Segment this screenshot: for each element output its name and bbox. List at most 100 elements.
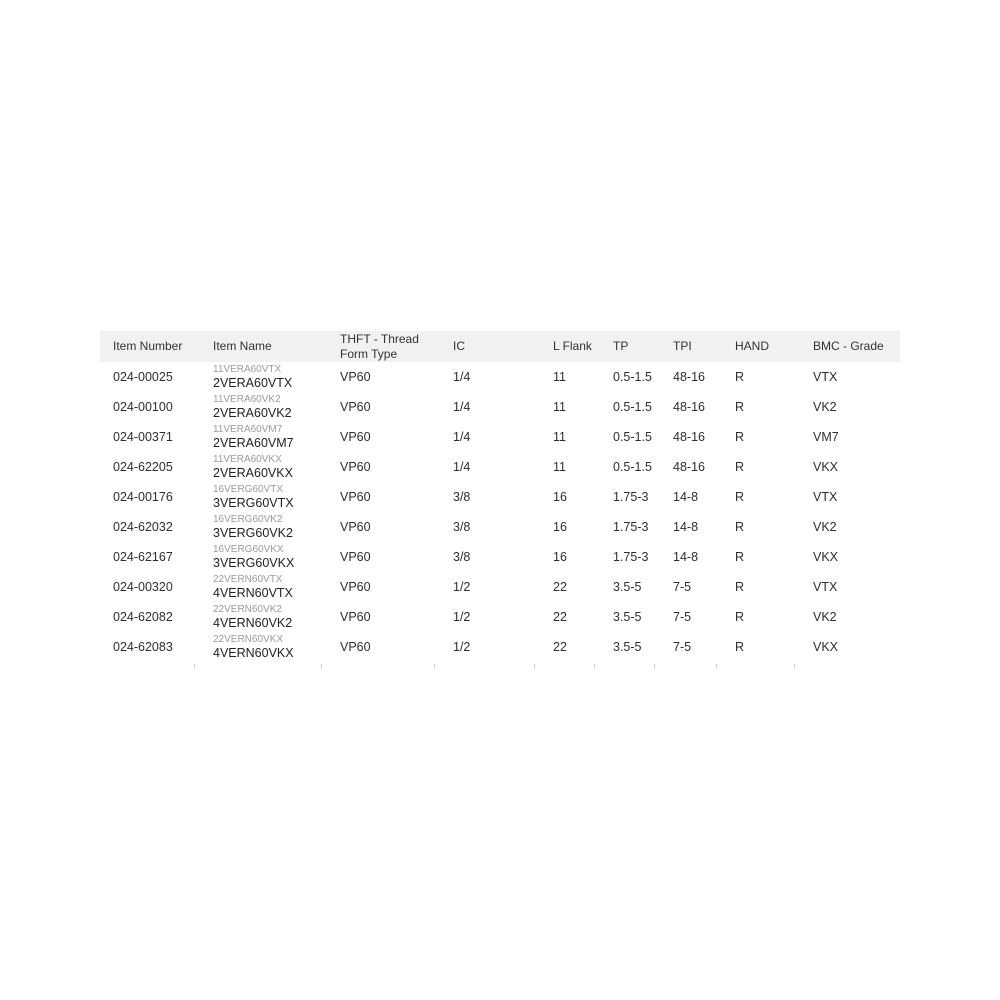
thft-cell: VP60 — [340, 490, 371, 504]
item-name-cell: 16VERG60VTX 3VERG60VTX — [200, 484, 327, 510]
ic-cell: 3/8 — [453, 520, 471, 534]
l-flank-cell: 22 — [553, 640, 567, 654]
bmc-grade-cell: VKX — [813, 640, 839, 654]
bmc-grade-cell: VKX — [813, 550, 839, 564]
thft-cell: VP60 — [340, 520, 371, 534]
item-number-cell: 024-62032 — [113, 520, 173, 534]
hand-cell: R — [735, 640, 745, 654]
item-name-primary: 4VERN60VKX — [213, 646, 294, 660]
table-row[interactable]: 024-62082 22VERN60VK2 4VERN60VK2 VP60 1/… — [100, 602, 900, 632]
item-name-secondary: 11VERA60VM7 — [213, 424, 283, 435]
item-name-cell: 11VERA60VKX 2VERA60VKX — [200, 454, 327, 480]
item-name-secondary: 11VERA60VTX — [213, 364, 282, 375]
column-header-bmc-grade[interactable]: BMC - Grade — [813, 339, 884, 353]
tpi-cell: 14-8 — [673, 490, 699, 504]
hand-cell: R — [735, 550, 745, 564]
tp-cell: 0.5-1.5 — [613, 430, 652, 444]
item-name-primary: 3VERG60VTX — [213, 496, 294, 510]
l-flank-cell: 16 — [553, 520, 567, 534]
column-header-thft[interactable]: THFT - Thread Form Type — [340, 331, 419, 361]
column-boundary-tick — [194, 664, 195, 669]
table-row[interactable]: 024-00100 11VERA60VK2 2VERA60VK2 VP60 1/… — [100, 392, 900, 422]
item-name-secondary: 22VERN60VTX — [213, 574, 283, 585]
column-header-ic[interactable]: IC — [453, 339, 465, 353]
column-boundary-tick — [434, 664, 435, 669]
hand-cell: R — [735, 460, 745, 474]
thft-cell: VP60 — [340, 550, 371, 564]
item-name-secondary: 22VERN60VKX — [213, 634, 284, 645]
item-name-secondary: 16VERG60VK2 — [213, 514, 283, 525]
item-name-primary: 4VERN60VK2 — [213, 616, 293, 630]
item-name-cell: 11VERA60VM7 2VERA60VM7 — [200, 424, 327, 450]
bmc-grade-cell: VK2 — [813, 400, 837, 414]
thft-cell: VP60 — [340, 640, 371, 654]
hand-cell: R — [735, 400, 745, 414]
column-header-item-name[interactable]: Item Name — [213, 339, 272, 353]
table-row[interactable]: 024-00320 22VERN60VTX 4VERN60VTX VP60 1/… — [100, 572, 900, 602]
tpi-cell: 7-5 — [673, 610, 692, 624]
column-boundary-tick — [321, 664, 322, 669]
item-name-primary: 4VERN60VTX — [213, 586, 293, 600]
table-row[interactable]: 024-00371 11VERA60VM7 2VERA60VM7 VP60 1/… — [100, 422, 900, 452]
column-header-tpi[interactable]: TPI — [673, 339, 692, 353]
l-flank-cell: 11 — [553, 400, 566, 414]
l-flank-cell: 11 — [553, 430, 566, 444]
item-name-secondary: 11VERA60VK2 — [213, 394, 281, 405]
column-header-hand[interactable]: HAND — [735, 339, 770, 353]
tpi-cell: 7-5 — [673, 640, 692, 654]
table-header: Item Number Item Name THFT - Thread Form… — [100, 331, 900, 362]
bmc-grade-cell: VKX — [813, 460, 839, 474]
item-name-primary: 3VERG60VK2 — [213, 526, 293, 540]
tp-cell: 1.75-3 — [613, 520, 649, 534]
tp-cell: 0.5-1.5 — [613, 460, 652, 474]
table-row[interactable]: 024-62032 16VERG60VK2 3VERG60VK2 VP60 3/… — [100, 512, 900, 542]
hand-cell: R — [735, 370, 745, 384]
item-name-primary: 2VERA60VM7 — [213, 436, 294, 450]
item-number-cell: 024-00025 — [113, 370, 173, 384]
item-name-primary: 2VERA60VTX — [213, 376, 293, 390]
table-row[interactable]: 024-62205 11VERA60VKX 2VERA60VKX VP60 1/… — [100, 452, 900, 482]
bmc-grade-cell: VK2 — [813, 520, 837, 534]
item-number-cell: 024-00176 — [113, 490, 173, 504]
item-name-cell: 11VERA60VK2 2VERA60VK2 — [200, 394, 327, 420]
table-row[interactable]: 024-62167 16VERG60VKX 3VERG60VKX VP60 3/… — [100, 542, 900, 572]
bmc-grade-cell: VTX — [813, 580, 838, 594]
tp-cell: 0.5-1.5 — [613, 370, 652, 384]
thft-cell: VP60 — [340, 400, 371, 414]
thft-cell: VP60 — [340, 610, 371, 624]
column-header-tp[interactable]: TP — [613, 339, 629, 353]
ic-cell: 3/8 — [453, 490, 471, 504]
tpi-cell: 14-8 — [673, 520, 699, 534]
item-number-cell: 024-00371 — [113, 430, 173, 444]
item-name-cell: 22VERN60VKX 4VERN60VKX — [200, 634, 327, 660]
column-boundary-tick — [534, 664, 535, 669]
item-name-secondary: 16VERG60VTX — [213, 484, 284, 495]
column-header-l-flank[interactable]: L Flank — [553, 339, 592, 353]
l-flank-cell: 11 — [553, 460, 566, 474]
ic-cell: 1/2 — [453, 640, 471, 654]
bmc-grade-cell: VTX — [813, 490, 838, 504]
item-name-primary: 2VERA60VK2 — [213, 406, 292, 420]
column-boundary-ticks — [100, 662, 900, 672]
item-name-cell: 22VERN60VTX 4VERN60VTX — [200, 574, 327, 600]
column-header-item-number[interactable]: Item Number — [113, 339, 183, 353]
tpi-cell: 48-16 — [673, 400, 705, 414]
item-number-cell: 024-62083 — [113, 640, 173, 654]
l-flank-cell: 16 — [553, 490, 567, 504]
table-row[interactable]: 024-00176 16VERG60VTX 3VERG60VTX VP60 3/… — [100, 482, 900, 512]
ic-cell: 1/2 — [453, 610, 471, 624]
hand-cell: R — [735, 430, 745, 444]
thft-cell: VP60 — [340, 460, 371, 474]
bmc-grade-cell: VTX — [813, 370, 838, 384]
tp-cell: 3.5-5 — [613, 580, 642, 594]
tp-cell: 3.5-5 — [613, 610, 642, 624]
table-row[interactable]: 024-62083 22VERN60VKX 4VERN60VKX VP60 1/… — [100, 632, 900, 662]
bmc-grade-cell: VK2 — [813, 610, 837, 624]
hand-cell: R — [735, 490, 745, 504]
table-row[interactable]: 024-00025 11VERA60VTX 2VERA60VTX VP60 1/… — [100, 362, 900, 392]
hand-cell: R — [735, 610, 745, 624]
item-number-cell: 024-00100 — [113, 400, 173, 414]
product-table: Item Number Item Name THFT - Thread Form… — [100, 331, 900, 672]
tpi-cell: 7-5 — [673, 580, 692, 594]
item-number-cell: 024-62082 — [113, 610, 173, 624]
